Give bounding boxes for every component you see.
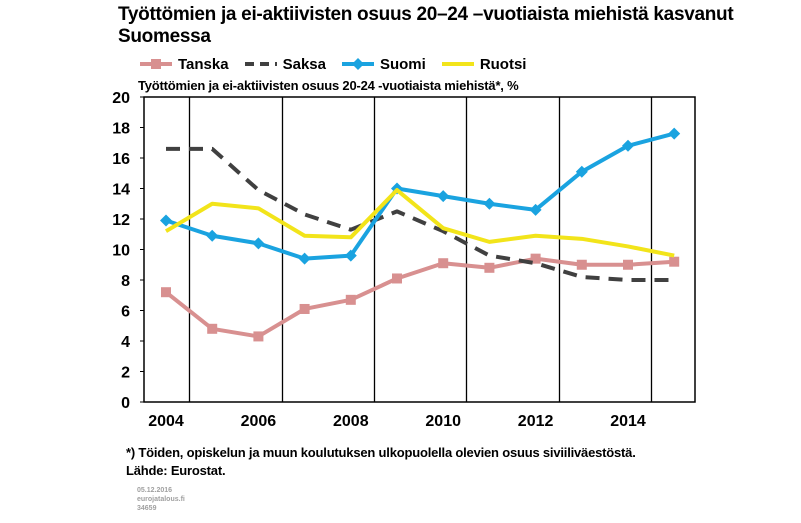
series-line-tanska (164, 256, 675, 339)
data-point-suomi (529, 203, 542, 216)
y-tick-label: 18 (112, 121, 130, 138)
x-tick-label: 2006 (241, 413, 277, 430)
x-tick-label: 2014 (610, 413, 646, 430)
legend-item-tanska: Tanska (138, 55, 229, 73)
data-point-tanska (623, 259, 633, 270)
data-point-suomi (483, 197, 496, 210)
legend-swatch-saksa (244, 62, 277, 66)
data-point-tanska (207, 323, 218, 334)
data-point-suomi (298, 252, 311, 265)
plot-frame (143, 96, 696, 403)
y-tick-label: 6 (121, 304, 130, 321)
data-point-tanska (253, 331, 264, 342)
y-tick-label: 14 (112, 182, 130, 199)
meta-site: eurojatalous.fi (137, 496, 185, 503)
y-tick-label: 8 (121, 273, 130, 290)
y-tick-label: 2 (121, 365, 130, 382)
data-point-tanska (669, 256, 680, 267)
chart-legend: Tanska Saksa Suomi Ruotsi (138, 55, 540, 73)
legend-label-suomi: Suomi (379, 55, 426, 73)
data-point-suomi (668, 127, 681, 140)
meta-date: 05.12.2016 (137, 487, 173, 494)
meta-id: 34659 (137, 505, 157, 512)
y-tick-label: 16 (112, 151, 130, 168)
x-tick-label: 2010 (425, 413, 461, 430)
y-tick-label: 4 (121, 334, 130, 351)
legend-item-suomi: Suomi (340, 55, 426, 73)
x-tick-label: 2012 (518, 413, 554, 430)
x-tick-label: 2008 (333, 413, 369, 430)
data-point-suomi (206, 229, 219, 242)
chart-subtitle: Työttömien ja ei-aktiivisten osuus 20-24… (138, 78, 519, 93)
series-line-saksa (166, 146, 675, 282)
chart-title: Työttömien ja ei-aktiivisten osuus 20–24… (118, 4, 734, 47)
y-tick-label: 12 (112, 212, 130, 229)
data-point-tanska (438, 258, 449, 269)
data-point-suomi (622, 139, 634, 152)
series-line-suomi (165, 131, 675, 261)
legend-item-saksa: Saksa (243, 55, 326, 73)
data-point-suomi (437, 190, 450, 203)
legend-item-ruotsi: Ruotsi (440, 55, 527, 73)
data-point-tanska (345, 294, 356, 305)
chart-source: Lähde: Eurostat. (126, 463, 226, 478)
series-line-ruotsi (164, 188, 675, 258)
y-tick-label: 10 (112, 243, 130, 260)
data-point-tanska (484, 262, 495, 273)
chart-footnote-block: *) Töiden, opiskelun ja muun koulutuksen… (126, 444, 636, 480)
data-point-tanska (530, 253, 541, 264)
y-tick-label: 20 (112, 90, 130, 107)
x-tick-label: 2004 (148, 413, 184, 430)
legend-swatch-ruotsi (441, 62, 474, 66)
data-point-suomi (344, 249, 357, 262)
legend-label-saksa: Saksa (282, 55, 326, 73)
data-point-tanska (299, 303, 310, 314)
data-point-tanska (392, 273, 402, 284)
chart-meta: 05.12.2016 eurojatalous.fi 34659 (137, 486, 185, 513)
y-tick-label: 0 (121, 395, 130, 412)
legend-label-tanska: Tanska (178, 55, 229, 73)
legend-label-ruotsi: Ruotsi (479, 55, 527, 73)
data-point-suomi (252, 237, 265, 250)
data-point-tanska (161, 287, 171, 298)
chart-footnote: *) Töiden, opiskelun ja muun koulutuksen… (126, 445, 636, 460)
legend-swatch-suomi (341, 58, 374, 70)
legend-swatch-tanska (140, 59, 172, 69)
data-point-tanska (576, 259, 587, 270)
data-point-suomi (160, 214, 172, 227)
data-point-suomi (575, 165, 588, 178)
